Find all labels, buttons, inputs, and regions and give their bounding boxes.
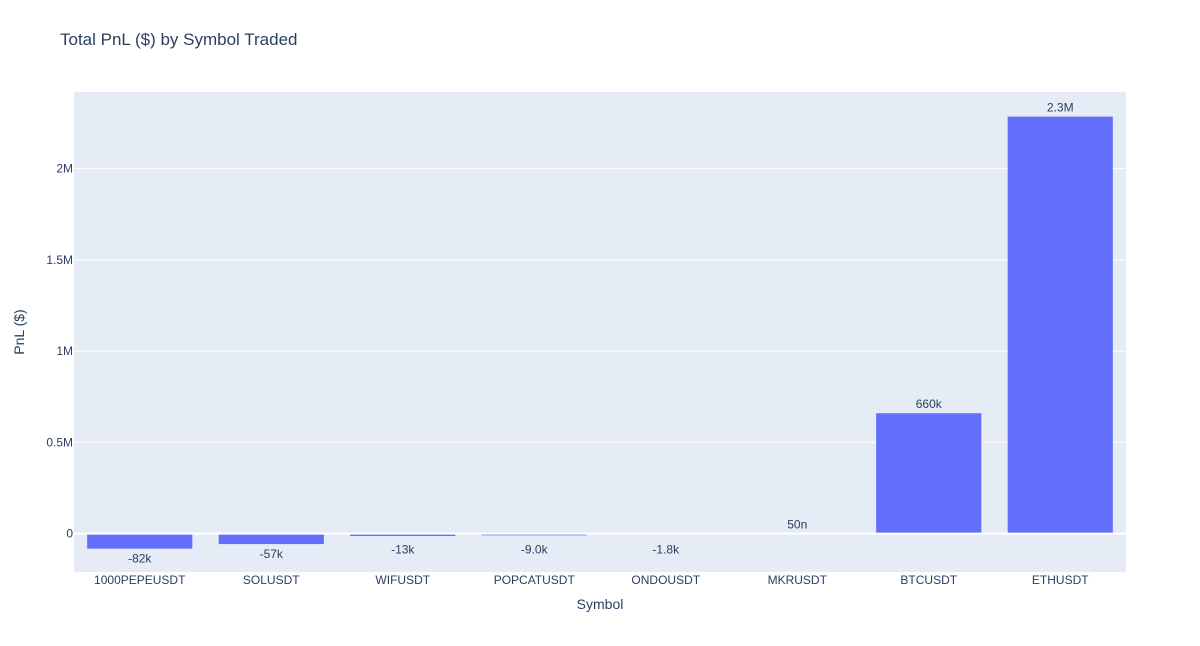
data-labels: -82k -57k -13k -9.0k -1.8k 50n 660k 2.3M: [128, 101, 1074, 566]
bar: [876, 413, 982, 534]
y-tick-label: 0.5M: [46, 435, 73, 449]
y-tick-label: 2M: [56, 162, 73, 176]
x-axis-title: Symbol: [577, 596, 624, 612]
data-label: -1.8k: [652, 543, 680, 557]
data-label: -82k: [128, 552, 152, 566]
x-tick-label: 1000PEPEUSDT: [94, 573, 186, 587]
y-tick-label: 0: [66, 527, 73, 541]
x-tick-label: ONDOUSDT: [631, 573, 700, 587]
data-label: -57k: [260, 547, 284, 561]
x-tick-label: BTCUSDT: [900, 573, 957, 587]
bar: [350, 533, 456, 537]
x-tick-label: SOLUSDT: [243, 573, 300, 587]
y-axis-title: PnL ($): [11, 309, 27, 354]
x-tick-label: MKRUSDT: [768, 573, 828, 587]
y-tick-label: 1.5M: [46, 253, 73, 267]
x-tick-label: WIFUSDT: [375, 573, 430, 587]
x-tick-labels: 1000PEPEUSDT SOLUSDT WIFUSDT POPCATUSDT ONDO…: [94, 573, 1089, 587]
x-tick-label: ETHUSDT: [1032, 573, 1089, 587]
data-label: -9.0k: [521, 543, 549, 557]
bar: [218, 533, 324, 545]
data-label: 50n: [787, 518, 807, 532]
data-label: 2.3M: [1047, 101, 1074, 115]
y-tick-labels: 0 0.5M 1M 1.5M 2M: [46, 162, 73, 541]
bar: [1007, 116, 1113, 534]
chart-title: Total PnL ($) by Symbol Traded: [60, 30, 298, 49]
bar: [87, 533, 193, 549]
data-label: 660k: [916, 397, 943, 411]
data-label: -13k: [391, 543, 415, 557]
x-tick-label: POPCATUSDT: [494, 573, 576, 587]
y-tick-label: 1M: [56, 344, 73, 358]
